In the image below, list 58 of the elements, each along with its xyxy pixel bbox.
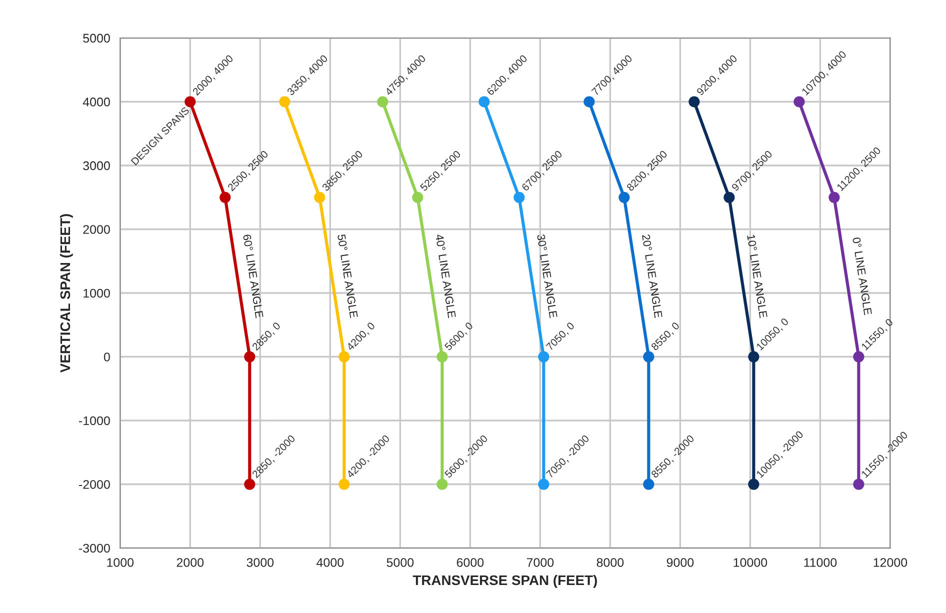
- y-axis-title: VERTICAL SPAN (FEET): [60, 214, 73, 373]
- text: 30° LINE ANGLE: [536, 234, 558, 318]
- point: [279, 96, 290, 108]
- x-tick-label: 6000: [456, 558, 484, 567]
- text: 10° LINE ANGLE: [747, 234, 768, 318]
- point: [584, 96, 595, 108]
- text: 40° LINE ANGLE: [435, 234, 456, 318]
- y-tick-label: 3000: [83, 161, 110, 170]
- point: [853, 478, 864, 490]
- point: [338, 478, 350, 490]
- point: [436, 351, 448, 362]
- point: [244, 351, 256, 362]
- x-tick-label: 4000: [316, 558, 344, 567]
- y-tick-label: 0: [104, 352, 110, 362]
- point: [377, 96, 388, 108]
- text: 20° LINE ANGLE: [642, 234, 662, 318]
- point: [643, 351, 654, 362]
- point: [748, 478, 760, 490]
- y-tick-label: -1000: [79, 416, 110, 426]
- x-tick-label: 12000: [874, 558, 908, 567]
- x-axis-title: TRANSVERSE SPAN (FEET): [412, 574, 597, 588]
- x-tick-label: 3000: [246, 558, 274, 567]
- point: [794, 96, 805, 108]
- y-tick-label: 5000: [83, 34, 110, 43]
- point: [436, 478, 448, 490]
- x-tick-label: 9000: [666, 558, 694, 567]
- x-tick-label: 7000: [526, 558, 554, 567]
- point: [184, 96, 196, 108]
- point: [688, 96, 700, 108]
- point: [538, 351, 550, 362]
- x-tick-label: 8000: [596, 558, 624, 567]
- point: [643, 478, 654, 490]
- point: [314, 192, 326, 203]
- text: 50° LINE ANGLE: [337, 234, 358, 318]
- point: [538, 478, 550, 490]
- x-tick-label: 5000: [386, 558, 414, 567]
- point: [220, 192, 231, 203]
- x-tick-label: 2000: [176, 558, 204, 567]
- point: [828, 192, 840, 203]
- x-tick-label: 11000: [804, 558, 837, 567]
- point: [478, 96, 490, 108]
- y-tick-label: -3000: [79, 544, 110, 553]
- x-tick-label: 1000: [107, 558, 134, 567]
- text: 0° LINE ANGLE: [852, 237, 872, 316]
- y-tick-label: 1000: [84, 288, 110, 298]
- point: [853, 351, 864, 362]
- point: [244, 478, 256, 490]
- x-tick-label: 10000: [734, 558, 768, 567]
- point: [724, 192, 735, 203]
- y-tick-label: 4000: [82, 98, 110, 106]
- point: [618, 192, 630, 203]
- text: 60° LINE ANGLE: [242, 234, 264, 318]
- point: [338, 351, 350, 362]
- point: [514, 192, 525, 203]
- y-tick-label: -2000: [79, 480, 110, 489]
- point: [412, 192, 424, 203]
- point: [748, 351, 760, 362]
- y-tick-label: 2000: [83, 225, 110, 234]
